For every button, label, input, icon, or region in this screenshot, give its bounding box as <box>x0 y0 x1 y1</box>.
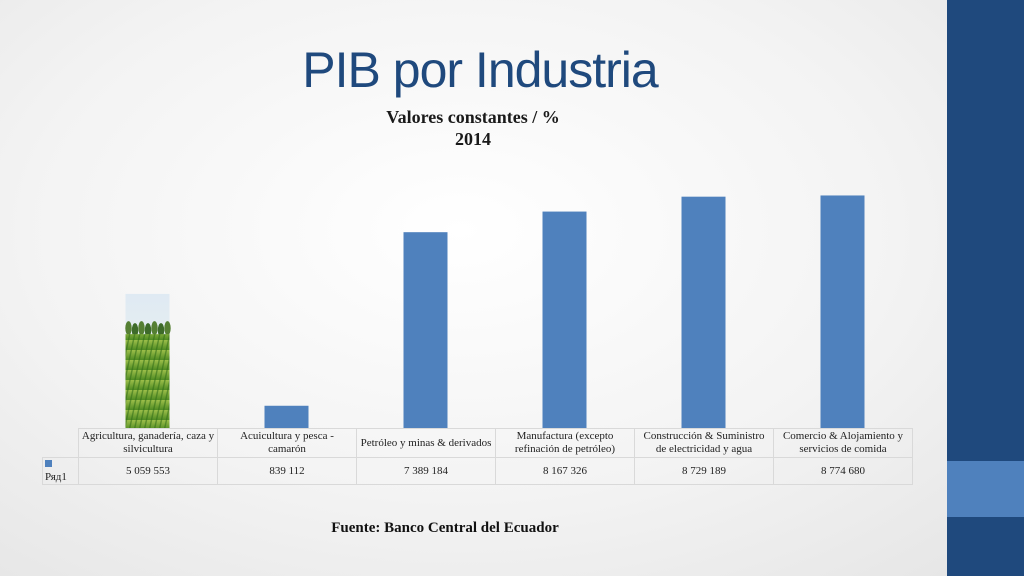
value-cell: 8 774 680 <box>773 457 913 485</box>
value-cell: 5 059 553 <box>78 457 218 485</box>
slide-title: PIB por Industria <box>302 42 658 98</box>
series-name: Ряд1 <box>45 471 67 483</box>
data-table-corner <box>42 428 79 458</box>
data-table: Agricultura, ganadería, caza y silvicult… <box>42 428 913 485</box>
bar-4 <box>681 196 726 428</box>
category-label: Acuicultura y pesca - camarón <box>217 428 357 458</box>
category-label: Comercio & Alojamiento y servicios de co… <box>773 428 913 458</box>
data-table-values-row: Ряд1 5 059 553 839 112 7 389 184 8 167 3… <box>42 457 913 485</box>
bar-agricultura <box>125 293 171 428</box>
chart-title: Valores constantes / % 2014 <box>273 106 673 150</box>
source-caption: Fuente: Banco Central del Ecuador <box>331 520 559 536</box>
chart-subtitle: 2014 <box>455 129 491 149</box>
bar-1 <box>264 405 309 428</box>
value-cell: 8 729 189 <box>634 457 774 485</box>
category-label: Petróleo y minas & derivados <box>356 428 496 458</box>
value-cell: 839 112 <box>217 457 357 485</box>
legend-key-icon <box>45 460 52 467</box>
category-label: Manufactura (excepto refinación de petró… <box>495 428 635 458</box>
bar-5 <box>820 195 865 428</box>
chart-title-line: Valores constantes / % <box>386 107 560 127</box>
value-cell: 7 389 184 <box>356 457 496 485</box>
category-label: Construcción & Suministro de electricida… <box>634 428 774 458</box>
category-label: Agricultura, ganadería, caza y silvicult… <box>78 428 218 458</box>
data-table-header-row: Agricultura, ganadería, caza y silvicult… <box>42 428 913 458</box>
sidebar-accent-block <box>947 461 1024 517</box>
value-cell: 8 167 326 <box>495 457 635 485</box>
series-legend-cell: Ряд1 <box>42 457 79 485</box>
bar-2 <box>403 232 448 428</box>
bar-3 <box>542 211 587 428</box>
